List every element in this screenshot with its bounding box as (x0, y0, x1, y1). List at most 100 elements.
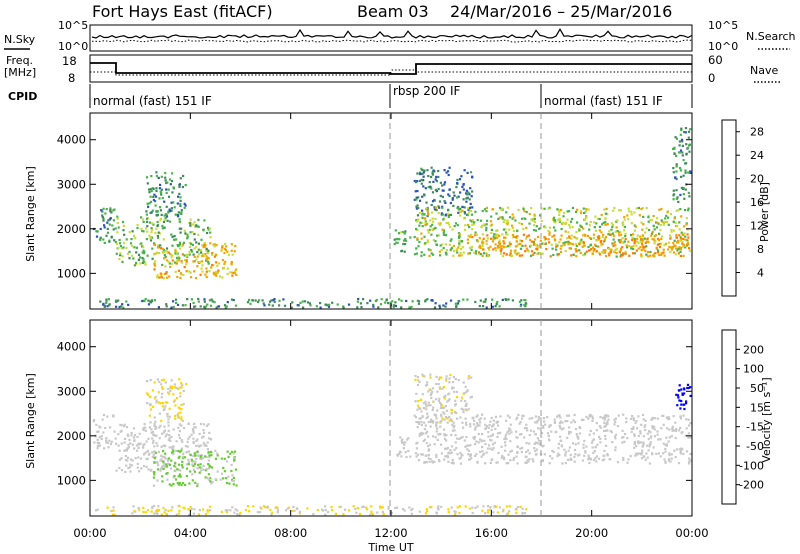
data-cell (465, 192, 468, 195)
data-cell (517, 252, 520, 255)
data-cell (543, 225, 546, 228)
data-cell (670, 453, 673, 456)
data-cell (603, 240, 606, 243)
data-cell (130, 434, 133, 437)
data-cell (655, 452, 658, 455)
noise-tick-high-right: 10^5 (708, 19, 738, 32)
data-cell (166, 457, 169, 461)
data-cell (592, 458, 595, 462)
data-cell (182, 389, 185, 393)
data-cell (125, 449, 128, 452)
data-cell (679, 133, 682, 136)
data-cell (163, 277, 166, 280)
data-cell (422, 179, 425, 182)
data-cell (589, 243, 593, 246)
data-cell (616, 219, 619, 222)
data-cell (678, 246, 681, 249)
data-cell (122, 306, 125, 309)
data-cell (445, 213, 448, 216)
data-cell (179, 272, 183, 275)
data-cell (118, 258, 121, 261)
data-cell (572, 253, 575, 256)
data-cell (582, 446, 585, 449)
data-cell (675, 137, 678, 140)
data-cell (151, 507, 154, 510)
data-cell (197, 297, 200, 301)
data-cell (359, 302, 362, 305)
data-cell (176, 387, 180, 390)
data-cell (569, 454, 572, 457)
data-cell (95, 235, 99, 238)
data-cell (648, 430, 651, 433)
data-cell (476, 505, 479, 508)
data-cell (600, 239, 603, 243)
data-cell (150, 231, 153, 234)
data-cell (160, 213, 163, 216)
data-cell (161, 227, 164, 230)
data-cell (462, 298, 465, 301)
data-cell (496, 511, 499, 514)
data-cell (177, 245, 180, 248)
data-cell (208, 467, 211, 470)
data-cell (473, 221, 476, 224)
data-cell (299, 301, 302, 304)
data-cell (416, 426, 419, 429)
noise-panel-frame (89, 24, 693, 52)
data-cell (152, 405, 155, 408)
data-cell (606, 212, 609, 216)
data-cell (578, 426, 581, 429)
data-cell (681, 140, 684, 143)
data-cell (175, 449, 178, 453)
data-cell (460, 247, 463, 251)
data-cell (502, 246, 505, 249)
data-cell (178, 243, 181, 246)
data-cell (672, 198, 675, 201)
data-cell (165, 305, 168, 308)
data-cell (559, 247, 562, 250)
data-cell (420, 421, 423, 424)
data-cell (107, 446, 110, 449)
data-cell (175, 397, 179, 400)
data-cell (193, 247, 196, 250)
data-cell (428, 248, 431, 251)
data-cell (426, 415, 429, 418)
data-cell (148, 188, 151, 191)
data-cell (624, 432, 627, 436)
data-cell (571, 442, 575, 445)
data-cell (525, 427, 528, 430)
data-cell (544, 226, 547, 229)
data-cell (410, 509, 413, 512)
data-cell (454, 302, 457, 305)
data-cell (165, 472, 168, 475)
data-cell (433, 208, 436, 211)
data-cell (286, 507, 289, 510)
data-cell (673, 449, 676, 452)
data-cell (188, 435, 191, 438)
data-cell (276, 511, 279, 514)
data-cell (445, 379, 448, 382)
data-cell (500, 445, 503, 448)
data-cell (516, 446, 519, 449)
data-cell (524, 237, 528, 240)
data-cell (660, 242, 663, 245)
data-cell (463, 206, 466, 209)
data-cell (129, 463, 132, 466)
data-cell (506, 512, 510, 515)
data-cell (126, 459, 129, 462)
data-cell (226, 267, 229, 270)
data-cell (644, 458, 647, 461)
data-cell (501, 217, 504, 220)
data-cell (160, 383, 163, 386)
data-cell (324, 509, 327, 512)
data-cell (622, 456, 625, 460)
data-cell (509, 428, 512, 431)
data-cell (164, 464, 167, 467)
data-cell (197, 218, 200, 221)
data-cell (112, 228, 115, 231)
data-cell (231, 274, 234, 277)
data-cell (528, 458, 531, 461)
data-cell (650, 234, 653, 237)
data-cell (680, 138, 684, 141)
data-cell (154, 232, 157, 235)
data-cell (467, 449, 471, 452)
